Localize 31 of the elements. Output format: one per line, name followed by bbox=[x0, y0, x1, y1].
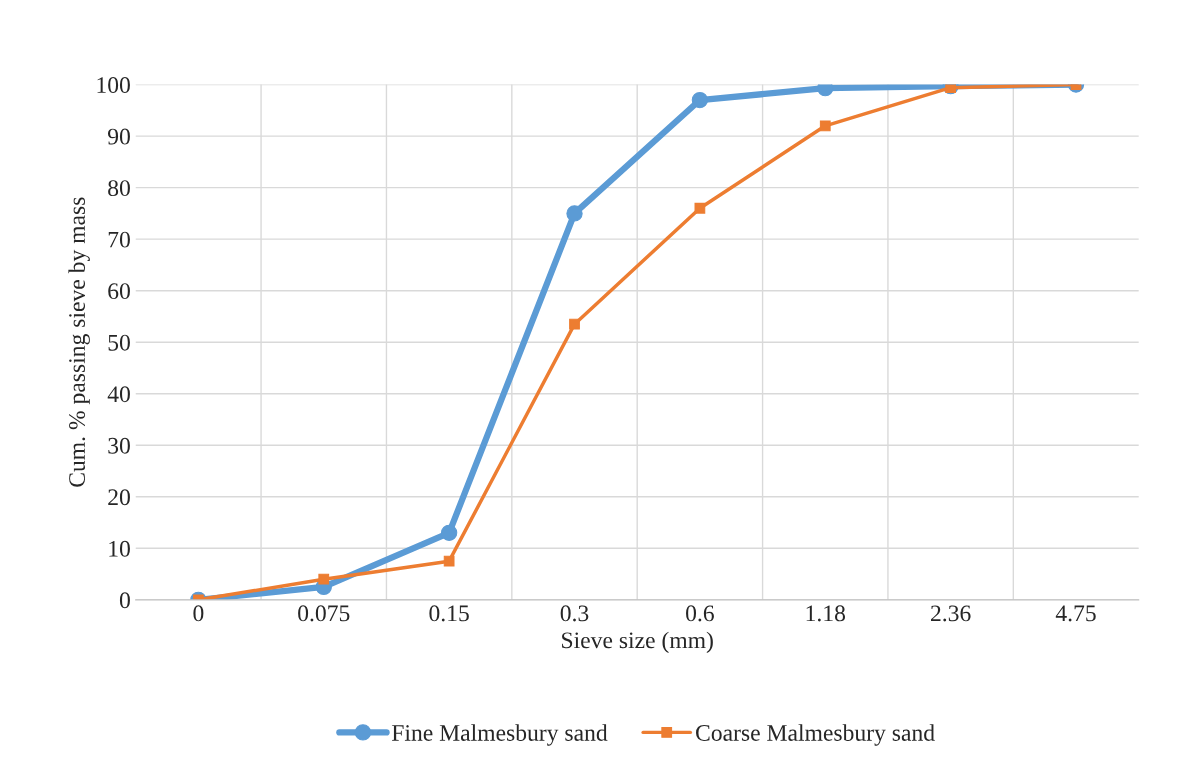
point bbox=[443, 555, 455, 567]
y-tick-label: 0 bbox=[119, 592, 130, 609]
y-tick-label: 100 bbox=[97, 77, 130, 94]
legend-label: Fine Malmesbury sand bbox=[391, 724, 608, 746]
x-tick-label: 2.36 bbox=[931, 605, 971, 622]
x-tick-label: 1.18 bbox=[806, 605, 846, 622]
y-tick-label: 10 bbox=[109, 540, 130, 557]
y-axis-title: Cum. % passing sieve by mass bbox=[68, 197, 90, 487]
y-tick-label: 30 bbox=[108, 437, 130, 454]
point bbox=[440, 524, 458, 541]
point bbox=[694, 202, 706, 214]
x-tick-label: 0 bbox=[193, 605, 204, 622]
y-tick-label: 20 bbox=[108, 489, 130, 506]
y-tick-label: 60 bbox=[108, 283, 130, 300]
x-tick-label: 0.6 bbox=[686, 605, 714, 622]
y-tick-label: 80 bbox=[108, 180, 130, 197]
x-tick-label: 0.3 bbox=[560, 605, 589, 622]
y-tick-label: 70 bbox=[108, 231, 130, 248]
point bbox=[566, 205, 583, 222]
y-tick-label: 50 bbox=[108, 334, 130, 351]
point bbox=[819, 120, 831, 132]
y-tick-label: 40 bbox=[107, 386, 130, 403]
x-tick-label: 4.75 bbox=[1055, 605, 1096, 622]
point bbox=[318, 573, 330, 585]
y-tick-label: 90 bbox=[107, 128, 130, 145]
x-tick-label: 0.15 bbox=[429, 605, 469, 622]
x-axis-title: Sieve size (mm) bbox=[562, 631, 713, 654]
x-tick-label: 0.075 bbox=[298, 605, 350, 622]
point bbox=[569, 318, 580, 330]
point bbox=[691, 91, 709, 109]
legend-label: Coarse Malmesbury sand bbox=[696, 724, 935, 746]
